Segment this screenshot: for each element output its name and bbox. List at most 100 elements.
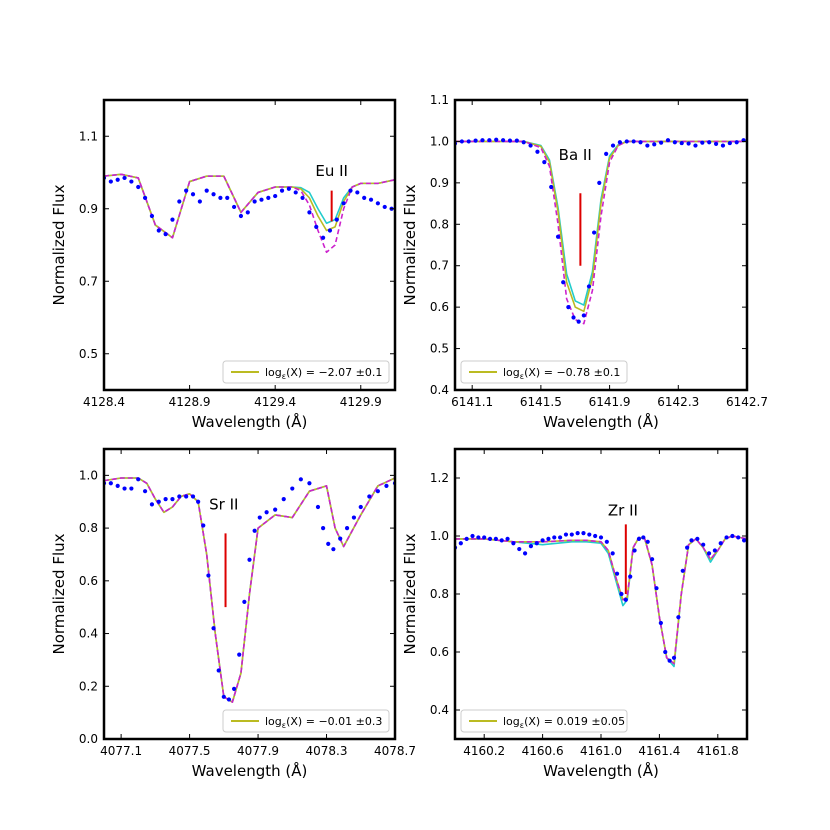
observed-point bbox=[245, 210, 250, 215]
y-tick-label: 0.7 bbox=[430, 259, 449, 273]
legend-box bbox=[222, 360, 390, 384]
legend-label-prefix: log bbox=[503, 366, 520, 379]
y-axis-label: Normalized Flux bbox=[50, 533, 68, 654]
observed-point bbox=[487, 536, 493, 542]
observed-point bbox=[136, 477, 141, 482]
observed-point bbox=[204, 188, 209, 193]
observed-point bbox=[505, 536, 510, 542]
observed-point bbox=[499, 538, 504, 543]
observed-point bbox=[231, 204, 237, 210]
observed-point bbox=[528, 544, 534, 549]
legend-label: logε(X) = −2.07 ±0.1 bbox=[265, 366, 382, 381]
observed-point bbox=[177, 199, 182, 204]
observed-point bbox=[459, 139, 464, 144]
observed-point bbox=[645, 143, 650, 148]
observed-point bbox=[257, 515, 262, 520]
observed-point bbox=[298, 477, 303, 482]
observed-point bbox=[511, 541, 516, 546]
x-tick-label: 4077.1 bbox=[100, 744, 142, 758]
observed-point bbox=[563, 532, 569, 537]
observed-point bbox=[597, 180, 602, 185]
observed-point bbox=[206, 573, 211, 578]
y-tick-label: 1.0 bbox=[430, 134, 449, 148]
observed-point bbox=[730, 533, 735, 539]
observed-point bbox=[555, 234, 561, 239]
observed-point bbox=[592, 230, 597, 235]
legend-box bbox=[460, 360, 628, 384]
observed-point bbox=[566, 305, 571, 310]
observed-point bbox=[665, 138, 671, 143]
observed-point bbox=[701, 542, 706, 547]
observed-point bbox=[156, 499, 161, 504]
legend-label-sub: ε bbox=[520, 372, 524, 381]
y-tick-label: 1.1 bbox=[79, 129, 98, 143]
observed-point bbox=[252, 528, 257, 533]
observed-point bbox=[604, 151, 609, 156]
observed-point bbox=[358, 504, 363, 510]
legend: logε(X) = 0.019 ±0.05 bbox=[460, 709, 628, 733]
observed-point bbox=[314, 224, 319, 229]
observed-point bbox=[259, 197, 264, 202]
observed-point bbox=[375, 489, 380, 494]
observed-point bbox=[672, 140, 677, 145]
plot-area bbox=[104, 173, 395, 254]
y-tick-label: 0.8 bbox=[430, 217, 449, 231]
observed-point bbox=[586, 284, 592, 289]
observed-point bbox=[695, 536, 700, 542]
x-tick-label: 4160.6 bbox=[522, 744, 564, 758]
observed-point bbox=[587, 532, 592, 537]
observed-point bbox=[190, 494, 196, 499]
observed-point bbox=[720, 143, 726, 148]
y-axis-label: Normalized Flux bbox=[401, 533, 419, 654]
observed-point bbox=[338, 536, 343, 541]
observed-point bbox=[598, 535, 604, 540]
observed-point bbox=[645, 539, 650, 544]
observed-point bbox=[631, 139, 636, 144]
observed-point bbox=[706, 551, 712, 556]
observed-point bbox=[177, 494, 182, 499]
observed-point bbox=[482, 535, 487, 540]
observed-point bbox=[476, 535, 481, 540]
observed-point bbox=[362, 195, 367, 200]
chart-panel-eu-ii: Eu II 4128.4 4128.9 4129.4 4129.9 0.5 0.7 0.9 1.… bbox=[50, 98, 397, 431]
y-tick-label: 1.2 bbox=[430, 471, 449, 485]
observed-point bbox=[307, 210, 312, 215]
observed-point bbox=[197, 199, 202, 204]
legend-label-rest: (X) = −0.78 ±0.1 bbox=[524, 366, 620, 379]
x-axis-label: Wavelength (Å) bbox=[192, 412, 308, 431]
observed-point bbox=[528, 143, 533, 148]
observed-point bbox=[226, 697, 232, 702]
observed-point bbox=[558, 535, 563, 540]
observed-point bbox=[658, 620, 663, 626]
x-tick-label: 4161.8 bbox=[697, 744, 739, 758]
observed-point bbox=[355, 190, 360, 195]
legend-label-rest: (X) = −2.07 ±0.1 bbox=[286, 366, 382, 379]
legend-label-prefix: log bbox=[265, 366, 282, 379]
element-label: Zr II bbox=[608, 502, 638, 520]
observed-point bbox=[628, 574, 633, 579]
observed-point bbox=[293, 190, 298, 195]
observed-point bbox=[569, 532, 574, 537]
observed-point bbox=[581, 313, 586, 318]
observed-point bbox=[540, 538, 545, 543]
observed-point bbox=[321, 525, 326, 531]
observed-point bbox=[535, 149, 540, 154]
y-tick-label: 0.0 bbox=[79, 732, 98, 746]
observed-point bbox=[552, 535, 557, 540]
y-tick-label: 0.4 bbox=[430, 703, 449, 717]
observed-point bbox=[156, 228, 161, 233]
y-tick-label: 1.0 bbox=[430, 529, 449, 543]
observed-point bbox=[344, 525, 350, 531]
observed-point bbox=[685, 545, 690, 550]
observed-point bbox=[108, 179, 113, 184]
observed-point bbox=[122, 175, 127, 181]
observed-point bbox=[517, 546, 522, 552]
observed-point bbox=[142, 489, 148, 494]
y-tick-label: 0.9 bbox=[430, 176, 449, 190]
observed-point bbox=[480, 138, 485, 143]
observed-point bbox=[375, 201, 380, 206]
observed-point bbox=[466, 139, 471, 144]
x-tick-label: 4160.2 bbox=[463, 744, 505, 758]
observed-point bbox=[727, 140, 732, 146]
